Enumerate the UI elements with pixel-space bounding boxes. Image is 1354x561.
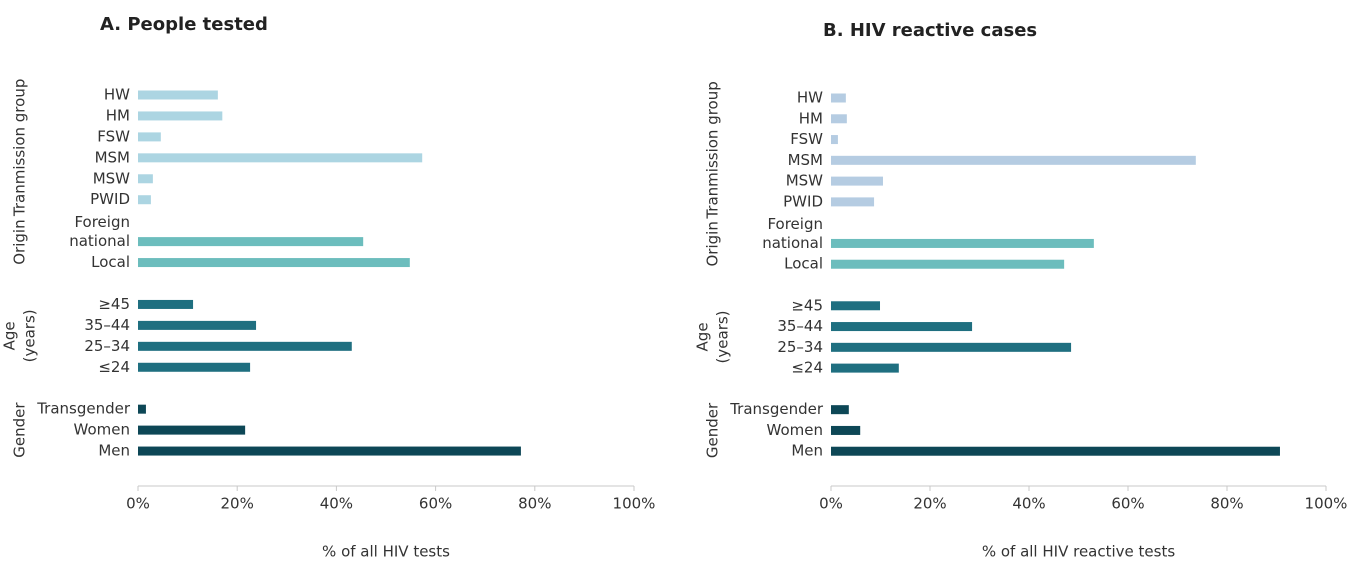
bar [831, 114, 847, 124]
category-label: HW [797, 89, 823, 107]
category-label: MSW [786, 172, 823, 190]
bar [831, 197, 875, 207]
x-tick-label: 0% [126, 495, 150, 513]
x-axis-title: % of all HIV reactive tests [982, 543, 1176, 561]
category-label: MSW [93, 169, 130, 187]
group-label: (years) [714, 310, 732, 363]
category-label: Local [784, 255, 823, 273]
group-label: Gender [11, 402, 29, 458]
bar [138, 446, 521, 456]
bar [138, 132, 161, 142]
bar [138, 174, 153, 184]
bar [138, 404, 146, 414]
category-label: PWID [90, 190, 130, 208]
chart-panel: B. HIV reactive cases HW HM FSW MSM MSW PWID Tr… [694, 20, 1348, 561]
bar [138, 320, 257, 330]
group-label: Tranmission group [704, 81, 722, 219]
category-label: MSM [788, 151, 823, 169]
bar [138, 425, 246, 435]
category-label: Local [91, 253, 130, 271]
category-label: HM [799, 109, 823, 127]
category-label: HM [106, 106, 130, 124]
category-label: 35–44 [84, 316, 130, 334]
bar [831, 238, 1094, 248]
x-axis-title: % of all HIV tests [322, 543, 450, 561]
bar [831, 446, 1280, 456]
bar [138, 362, 251, 372]
bar [831, 301, 881, 311]
category-label: Foreign [767, 215, 823, 233]
category-label: ≥45 [98, 295, 130, 313]
category-label: Men [98, 442, 130, 460]
category-label: 25–34 [777, 338, 823, 356]
x-tick-label: 60% [1111, 495, 1144, 513]
x-tick-label: 100% [613, 495, 656, 513]
bar [831, 363, 899, 373]
bar [138, 153, 423, 163]
group-label: Origin [704, 221, 722, 266]
category-label: FSW [790, 130, 823, 148]
category-label: Transgender [36, 400, 131, 418]
bar [831, 259, 1065, 269]
bar [831, 155, 1196, 165]
bar [831, 425, 861, 435]
bar [138, 237, 364, 247]
x-tick-label: 40% [1012, 495, 1045, 513]
chart-panel: A. People tested HW HM FSW MSM MSW PWID Tranmis… [1, 14, 656, 561]
bar [138, 258, 410, 268]
group-label: Tranmission group [11, 79, 29, 217]
bar [831, 176, 883, 186]
bar [831, 93, 846, 103]
x-tick-label: 20% [913, 495, 946, 513]
category-label: ≥45 [791, 296, 823, 314]
category-label: PWID [783, 192, 823, 210]
x-tick-label: 80% [1210, 495, 1243, 513]
bar [138, 111, 223, 121]
category-label: MSM [95, 148, 130, 166]
bar [831, 405, 849, 415]
bar [138, 90, 218, 100]
bar [138, 299, 194, 309]
category-label: ≤24 [98, 358, 130, 376]
x-tick-label: 80% [518, 495, 551, 513]
group-label: Age [694, 322, 712, 351]
category-label: national [69, 232, 130, 250]
bar [138, 341, 352, 351]
bar [831, 135, 838, 145]
x-tick-label: 20% [221, 495, 254, 513]
category-label: Women [74, 421, 130, 439]
category-label: HW [104, 86, 130, 104]
x-tick-label: 100% [1305, 495, 1348, 513]
category-label: Foreign [74, 213, 130, 231]
category-label: 25–34 [84, 337, 130, 355]
group-label: (years) [21, 309, 39, 362]
category-label: Transgender [729, 400, 824, 418]
category-label: ≤24 [791, 359, 823, 377]
group-label: Gender [704, 402, 722, 458]
category-label: Men [791, 442, 823, 460]
bar [138, 195, 151, 205]
group-label: Age [1, 321, 19, 350]
bar [831, 322, 973, 332]
chart-title: A. People tested [100, 14, 268, 35]
category-label: national [762, 234, 823, 252]
x-tick-label: 60% [419, 495, 452, 513]
chart-title: B. HIV reactive cases [823, 20, 1037, 41]
x-tick-label: 40% [320, 495, 353, 513]
category-label: Women [767, 421, 823, 439]
group-label: Origin [11, 219, 29, 264]
category-label: FSW [97, 127, 130, 145]
category-label: 35–44 [777, 317, 823, 335]
x-tick-label: 0% [819, 495, 843, 513]
bar [831, 342, 1072, 352]
